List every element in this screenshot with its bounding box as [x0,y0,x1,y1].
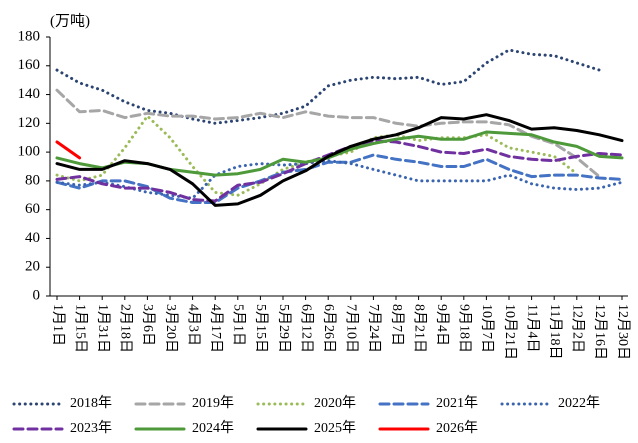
x-tick-label: 5月1日 [231,304,247,346]
legend-label: 2021年 [436,395,478,411]
y-tick-label: 40 [25,230,40,246]
y-tick-label: 140 [18,86,41,102]
x-tick-label: 3月20日 [163,304,179,353]
x-tick-label: 5月29日 [276,304,292,353]
x-tick-label: 6月12日 [298,304,314,353]
x-tick-label: 12月2日 [570,304,586,353]
x-tick-label: 4月3日 [185,304,201,346]
y-axis-label: (万吨) [50,12,90,29]
legend-label: 2019年 [192,395,234,411]
x-tick-label: 3月6日 [140,304,156,346]
x-tick-label: 5月15日 [253,304,269,353]
legend-label: 2022年 [558,395,600,411]
x-tick-label: 1月15日 [72,304,88,353]
legend-label: 2018年 [70,395,112,411]
x-tick-label: 11月4日 [524,304,540,352]
y-tick-label: 180 [18,28,41,44]
x-tick-label: 7月10日 [344,304,360,353]
x-tick-label: 9月4日 [434,304,450,346]
x-tick-label: 10月21日 [502,304,518,360]
x-tick-label: 7月24日 [366,304,382,353]
series-line [55,48,601,125]
x-tick-label: 10月7日 [479,304,495,353]
y-tick-label: 0 [33,287,41,303]
x-tick-label: 12月16日 [592,304,608,360]
y-tick-label: 60 [25,201,40,217]
series-line [55,114,579,197]
x-tick-label: 2月18日 [118,304,134,353]
series-line [55,139,624,203]
series-line [55,113,624,207]
series-line [55,159,624,200]
legend-label: 2024年 [192,420,234,436]
series-line [55,140,82,160]
y-tick-label: 120 [18,115,41,131]
x-tick-label: 11月18日 [547,304,563,359]
x-tick-label: 4月17日 [208,304,224,353]
x-tick-label: 1月31日 [95,304,111,353]
y-tick-label: 20 [25,259,40,275]
x-tick-label: 8月7日 [389,304,405,346]
legend-label: 2025年 [314,420,356,436]
x-tick-label: 1月1日 [50,304,66,346]
y-tick-label: 80 [25,172,40,188]
x-tick-label: 6月26日 [321,304,337,353]
series-line [55,88,601,179]
x-tick-label: 8月21日 [411,304,427,353]
x-tick-label: 9月18日 [457,304,473,353]
legend-label: 2026年 [436,420,478,436]
y-tick-label: 160 [18,57,41,73]
y-tick-label: 100 [18,144,41,160]
x-tick-label: 12月30日 [615,304,631,360]
legend-label: 2023年 [70,420,112,436]
legend-label: 2020年 [314,395,356,411]
